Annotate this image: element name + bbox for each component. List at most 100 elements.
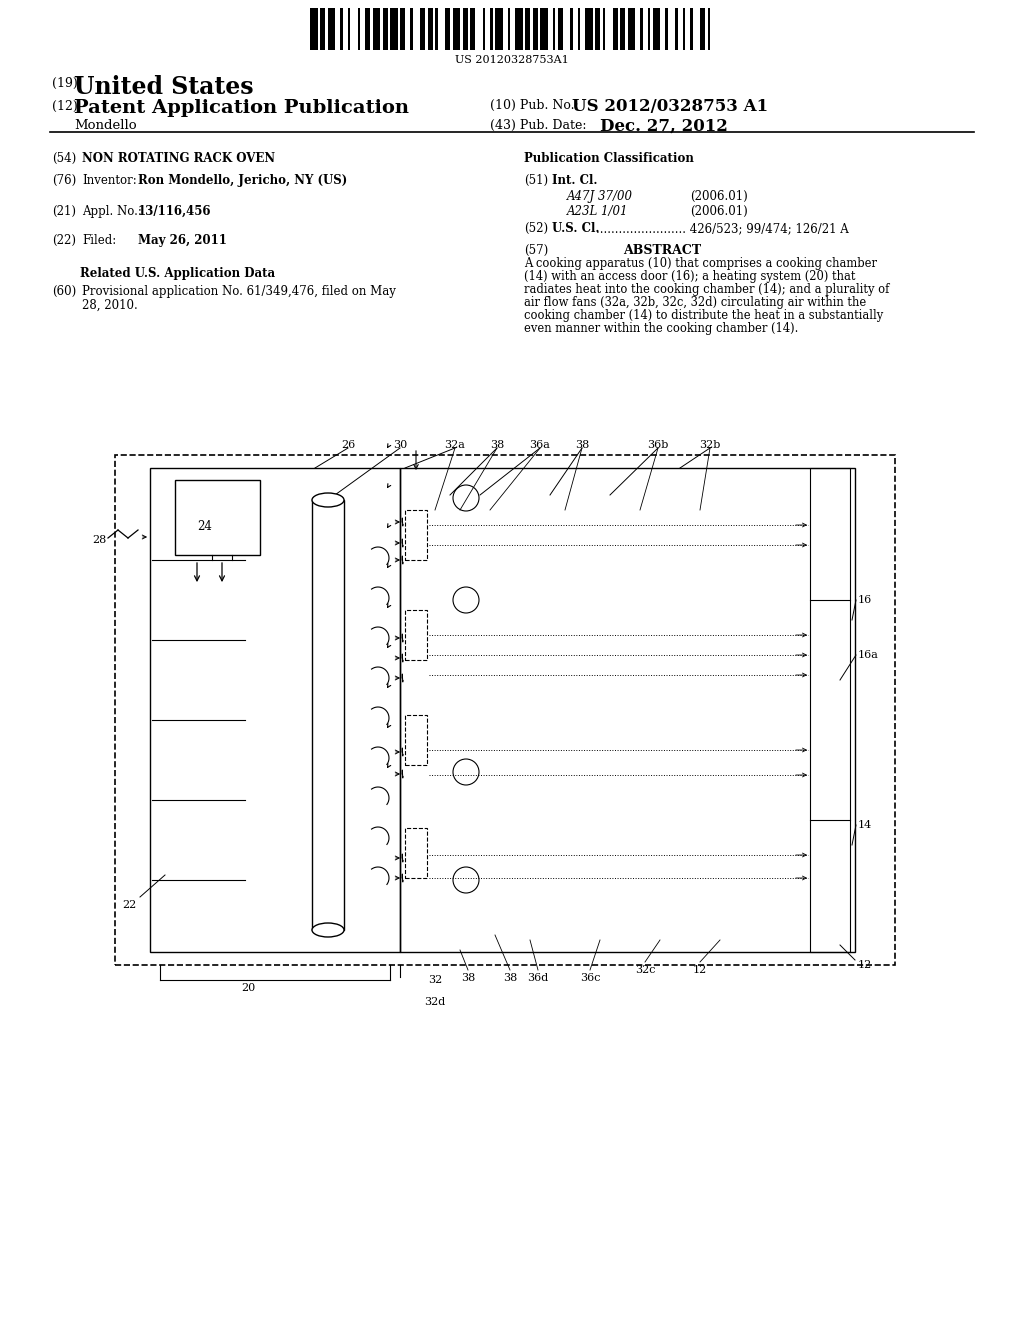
Bar bbox=[495, 8, 503, 50]
Bar bbox=[612, 8, 617, 50]
Ellipse shape bbox=[312, 492, 344, 507]
Bar bbox=[532, 8, 538, 50]
Circle shape bbox=[453, 484, 479, 511]
Text: 38: 38 bbox=[489, 440, 504, 450]
Bar bbox=[595, 8, 600, 50]
Text: (10) Pub. No.:: (10) Pub. No.: bbox=[490, 99, 579, 112]
Text: 28: 28 bbox=[92, 535, 106, 545]
Text: (21): (21) bbox=[52, 205, 76, 218]
Bar bbox=[319, 8, 325, 50]
Text: U.S. Cl.: U.S. Cl. bbox=[552, 222, 599, 235]
Bar bbox=[540, 8, 548, 50]
Bar bbox=[640, 8, 642, 50]
Text: Inventor:: Inventor: bbox=[82, 174, 137, 187]
Text: Mondello: Mondello bbox=[74, 119, 136, 132]
Bar bbox=[435, 8, 437, 50]
Bar bbox=[585, 8, 593, 50]
Text: May 26, 2011: May 26, 2011 bbox=[138, 234, 227, 247]
Text: 16: 16 bbox=[858, 595, 872, 605]
Bar bbox=[383, 8, 387, 50]
Bar bbox=[525, 8, 530, 50]
Text: 26: 26 bbox=[341, 440, 355, 450]
Bar bbox=[665, 8, 668, 50]
Text: 20: 20 bbox=[241, 983, 255, 993]
Text: 38: 38 bbox=[503, 973, 517, 983]
Bar bbox=[365, 8, 370, 50]
Text: Dec. 27, 2012: Dec. 27, 2012 bbox=[600, 117, 728, 135]
Text: A23L 1/01: A23L 1/01 bbox=[567, 205, 629, 218]
Text: Patent Application Publication: Patent Application Publication bbox=[74, 99, 409, 117]
Text: (60): (60) bbox=[52, 285, 76, 298]
Text: 38: 38 bbox=[461, 973, 475, 983]
Text: 12: 12 bbox=[858, 960, 872, 970]
Text: cooking chamber (14) to distribute the heat in a substantially: cooking chamber (14) to distribute the h… bbox=[524, 309, 884, 322]
Circle shape bbox=[453, 587, 479, 612]
Bar bbox=[482, 8, 485, 50]
Bar bbox=[406, 715, 427, 766]
Text: 32a: 32a bbox=[444, 440, 466, 450]
Bar bbox=[490, 8, 493, 50]
Text: A47J 37/00: A47J 37/00 bbox=[567, 190, 633, 203]
Text: air flow fans (32a, 32b, 32c, 32d) circulating air within the: air flow fans (32a, 32b, 32c, 32d) circu… bbox=[524, 296, 866, 309]
Bar bbox=[445, 8, 450, 50]
Text: 13/116,456: 13/116,456 bbox=[138, 205, 212, 218]
Text: (43) Pub. Date:: (43) Pub. Date: bbox=[490, 119, 587, 132]
Text: A cooking apparatus (10) that comprises a cooking chamber: A cooking apparatus (10) that comprises … bbox=[524, 257, 877, 271]
Bar bbox=[557, 8, 562, 50]
Text: 32c: 32c bbox=[635, 965, 655, 975]
Bar bbox=[406, 610, 427, 660]
Text: Appl. No.:: Appl. No.: bbox=[82, 205, 142, 218]
Bar bbox=[406, 510, 427, 560]
Text: 36d: 36d bbox=[527, 973, 549, 983]
Text: (2006.01): (2006.01) bbox=[690, 205, 748, 218]
Bar bbox=[647, 8, 650, 50]
Text: 30: 30 bbox=[393, 440, 408, 450]
Text: 14: 14 bbox=[858, 820, 872, 830]
Text: Related U.S. Application Data: Related U.S. Application Data bbox=[81, 267, 275, 280]
Text: 12: 12 bbox=[693, 965, 708, 975]
Text: NON ROTATING RACK OVEN: NON ROTATING RACK OVEN bbox=[82, 152, 275, 165]
Bar bbox=[515, 8, 522, 50]
Bar bbox=[553, 8, 555, 50]
Text: 36c: 36c bbox=[580, 973, 600, 983]
Text: 32d: 32d bbox=[424, 997, 445, 1007]
Text: United States: United States bbox=[74, 75, 254, 99]
Text: 38: 38 bbox=[574, 440, 589, 450]
Bar bbox=[652, 8, 660, 50]
Text: 36b: 36b bbox=[647, 440, 669, 450]
Bar bbox=[690, 8, 692, 50]
Text: ABSTRACT: ABSTRACT bbox=[623, 244, 701, 257]
Bar bbox=[570, 8, 572, 50]
Bar bbox=[406, 828, 427, 878]
Bar bbox=[310, 8, 317, 50]
Bar bbox=[683, 8, 685, 50]
Bar bbox=[602, 8, 605, 50]
Bar bbox=[410, 8, 413, 50]
Text: 36a: 36a bbox=[529, 440, 551, 450]
Text: 28, 2010.: 28, 2010. bbox=[82, 300, 138, 312]
Circle shape bbox=[453, 759, 479, 785]
Text: (12): (12) bbox=[52, 100, 78, 114]
Text: 32b: 32b bbox=[699, 440, 721, 450]
Bar bbox=[453, 8, 460, 50]
Bar bbox=[400, 469, 855, 952]
Bar bbox=[810, 469, 850, 952]
Bar bbox=[675, 8, 678, 50]
Text: (14) with an access door (16); a heating system (20) that: (14) with an access door (16); a heating… bbox=[524, 271, 855, 282]
Bar bbox=[700, 8, 705, 50]
Bar bbox=[390, 8, 397, 50]
Text: 24: 24 bbox=[198, 520, 212, 533]
Text: (54): (54) bbox=[52, 152, 76, 165]
Text: even manner within the cooking chamber (14).: even manner within the cooking chamber (… bbox=[524, 322, 799, 335]
Text: Publication Classification: Publication Classification bbox=[524, 152, 694, 165]
Text: Filed:: Filed: bbox=[82, 234, 117, 247]
Text: Provisional application No. 61/349,476, filed on May: Provisional application No. 61/349,476, … bbox=[82, 285, 396, 298]
Text: US 2012/0328753 A1: US 2012/0328753 A1 bbox=[572, 98, 768, 115]
Bar bbox=[175, 480, 260, 554]
Text: Ron Mondello, Jericho, NY (US): Ron Mondello, Jericho, NY (US) bbox=[138, 174, 347, 187]
Text: (52): (52) bbox=[524, 222, 548, 235]
Text: Int. Cl.: Int. Cl. bbox=[552, 174, 597, 187]
Bar bbox=[312, 500, 344, 931]
Bar bbox=[347, 8, 350, 50]
Text: 32: 32 bbox=[428, 975, 442, 985]
